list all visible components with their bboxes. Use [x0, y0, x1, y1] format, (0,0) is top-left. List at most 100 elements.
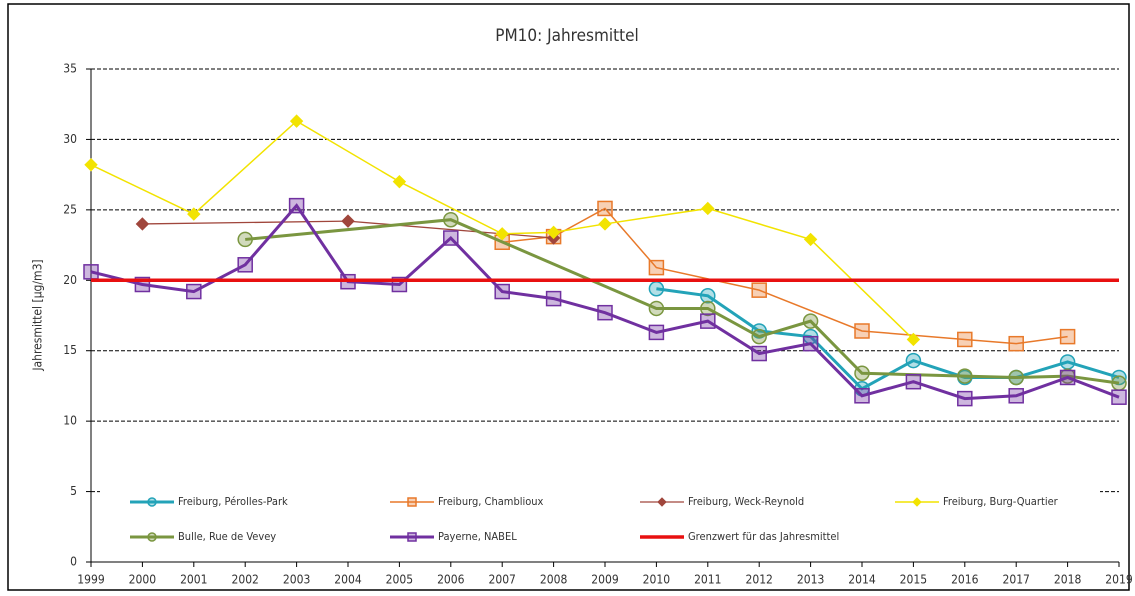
marker: [957, 368, 973, 384]
marker: [657, 497, 667, 507]
marker: [957, 390, 973, 407]
marker: [700, 313, 716, 329]
x-tick-label: 2009: [591, 573, 619, 587]
x-tick-label: 2001: [180, 573, 207, 587]
marker: [648, 300, 665, 317]
legend-label: Grenzwert für das Jahresmittel: [688, 530, 839, 543]
x-tick-label: 2000: [129, 573, 157, 587]
marker: [84, 158, 98, 172]
marker: [546, 225, 561, 240]
x-tick-label: 2003: [283, 573, 310, 587]
x-tick-label: 2006: [437, 573, 465, 587]
marker: [1111, 389, 1127, 405]
series: [83, 197, 1127, 407]
marker: [701, 201, 715, 216]
legend-label: Freiburg, Weck-Reynold: [688, 495, 804, 508]
marker: [407, 497, 417, 507]
y-tick-label: 20: [63, 273, 77, 287]
marker: [648, 280, 665, 297]
x-tick-label: 2011: [694, 573, 721, 587]
marker: [803, 232, 818, 247]
marker: [648, 324, 665, 341]
marker: [597, 304, 613, 321]
marker: [1059, 354, 1076, 370]
marker: [751, 328, 767, 345]
legend-label: Payerne, NABEL: [438, 530, 517, 543]
marker: [289, 114, 304, 128]
marker: [147, 497, 157, 507]
x-tick-label: 2016: [951, 573, 979, 587]
marker: [135, 217, 150, 231]
y-tick-label: 35: [63, 62, 77, 76]
marker: [1008, 388, 1024, 404]
x-tick-label: 2015: [900, 573, 927, 587]
marker: [905, 373, 922, 390]
x-tick-label: 2005: [386, 573, 413, 587]
legend-label: Freiburg, Pérolles-Park: [178, 495, 288, 508]
x-tick-label: 1999: [77, 573, 105, 587]
marker: [906, 332, 921, 347]
line: [90, 120, 914, 340]
chart-title: PM10: Jahresmittel: [495, 26, 639, 46]
legend-item: Freiburg, Pérolles-Park: [130, 495, 288, 508]
marker: [854, 323, 870, 339]
marker: [957, 331, 973, 348]
x-tick-label: 2008: [540, 573, 568, 587]
marker: [1008, 335, 1024, 352]
marker: [802, 313, 819, 329]
marker: [1059, 369, 1076, 386]
series: [84, 114, 921, 347]
legend-label: Freiburg, Chamblioux: [438, 495, 544, 508]
y-tick-label: 0: [70, 555, 77, 569]
marker: [751, 345, 767, 362]
line: [90, 203, 1120, 401]
x-tick-label: 2012: [745, 573, 772, 587]
marker: [83, 264, 99, 280]
x-tick-label: 2018: [1054, 573, 1082, 587]
marker: [147, 532, 157, 542]
x-tick-label: 2010: [643, 573, 671, 587]
legend-item: Freiburg, Chamblioux: [390, 495, 544, 508]
marker: [1111, 375, 1127, 391]
marker: [186, 283, 202, 300]
marker: [443, 230, 459, 246]
x-tick-label: 2014: [848, 573, 876, 587]
x-tick-label: 2002: [231, 573, 258, 587]
y-axis-label: Jahresmittel [µg/m3]: [31, 259, 45, 371]
marker: [443, 211, 459, 228]
marker: [854, 365, 870, 382]
x-tick-label: 2013: [797, 573, 824, 587]
legend-item: Grenzwert für das Jahresmittel: [640, 530, 839, 543]
marker: [1111, 369, 1127, 386]
marker: [1008, 369, 1024, 386]
marker: [341, 214, 355, 228]
marker: [598, 217, 612, 231]
marker: [187, 207, 201, 221]
x-tick-label: 2007: [488, 573, 515, 587]
marker: [597, 200, 613, 217]
y-tick-label: 10: [63, 414, 77, 428]
series: [237, 211, 1127, 391]
legend-item: Freiburg, Burg-Quartier: [895, 495, 1059, 508]
legend-label: Freiburg, Burg-Quartier: [943, 495, 1059, 508]
marker: [751, 282, 767, 298]
y-tick-label: 5: [70, 484, 77, 498]
marker: [407, 532, 417, 542]
marker: [912, 497, 922, 507]
marker: [854, 388, 870, 404]
marker: [495, 227, 509, 241]
y-tick-label: 30: [63, 132, 77, 146]
marker: [700, 288, 716, 304]
marker: [392, 174, 407, 189]
x-tick-label: 2017: [1002, 573, 1029, 587]
marker: [648, 259, 665, 276]
x-tick-label: 2019: [1105, 573, 1133, 587]
legend-box: [100, 488, 1100, 552]
marker: [237, 257, 253, 273]
marker: [237, 231, 253, 248]
y-tick-label: 25: [63, 202, 77, 216]
marker: [802, 335, 819, 352]
legend-item: Payerne, NABEL: [390, 530, 517, 543]
marker: [288, 197, 305, 214]
